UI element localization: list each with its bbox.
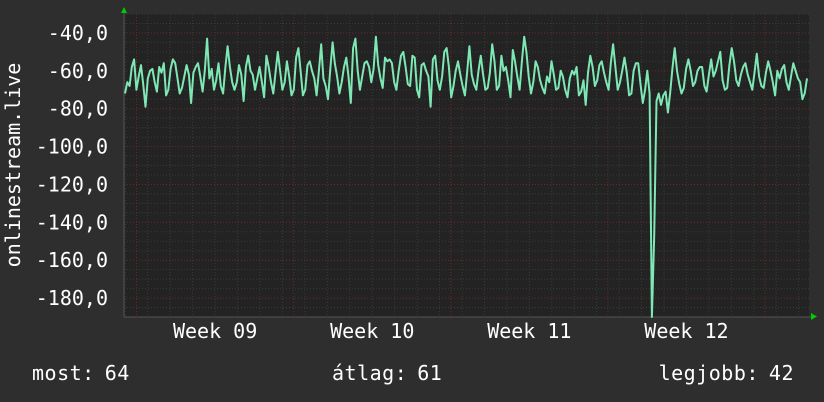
footer-best: legjobb: 42	[659, 361, 794, 385]
x-axis-arrow-icon	[811, 313, 817, 320]
y-tick-label: -140,0	[36, 210, 108, 234]
footer-current: most: 64	[32, 361, 130, 385]
best-label: legjobb:	[658, 361, 759, 385]
line-chart: -40,0 -60,0 -80,0 -100,0 -120,0 -140,0 -160,0 -…	[1, 7, 817, 343]
x-tick-labels: Week 09 Week 10 Week 11 Week 12	[173, 319, 729, 343]
average-value: 61	[417, 361, 443, 385]
best-value: 42	[768, 361, 794, 385]
current-value: 64	[104, 361, 130, 385]
footer-average: átlag: 61	[332, 361, 442, 385]
x-tick-label: Week 09	[173, 319, 257, 343]
y-tick-label: -40,0	[48, 21, 108, 45]
current-label: most:	[32, 361, 95, 385]
y-tick-label: -160,0	[36, 248, 108, 272]
series-line	[124, 35, 808, 318]
average-label: átlag:	[332, 361, 408, 385]
x-tick-label: Week 10	[330, 319, 414, 343]
y-tick-labels: -40,0 -60,0 -80,0 -100,0 -120,0 -140,0 -160,0 -…	[36, 21, 108, 310]
y-tick-label: -120,0	[36, 172, 108, 196]
x-tick-label: Week 11	[487, 319, 571, 343]
series-group	[124, 35, 808, 318]
y-tick-label: -180,0	[36, 286, 108, 310]
x-tick-label: Week 12	[644, 319, 728, 343]
y-axis-arrow-icon	[121, 7, 127, 13]
major-gridlines	[124, 14, 809, 317]
y-tick-label: -60,0	[48, 59, 108, 83]
y-axis-label: onlinestream.live	[1, 63, 25, 268]
y-tick-label: -80,0	[48, 97, 108, 121]
y-tick-label: -100,0	[36, 135, 108, 159]
